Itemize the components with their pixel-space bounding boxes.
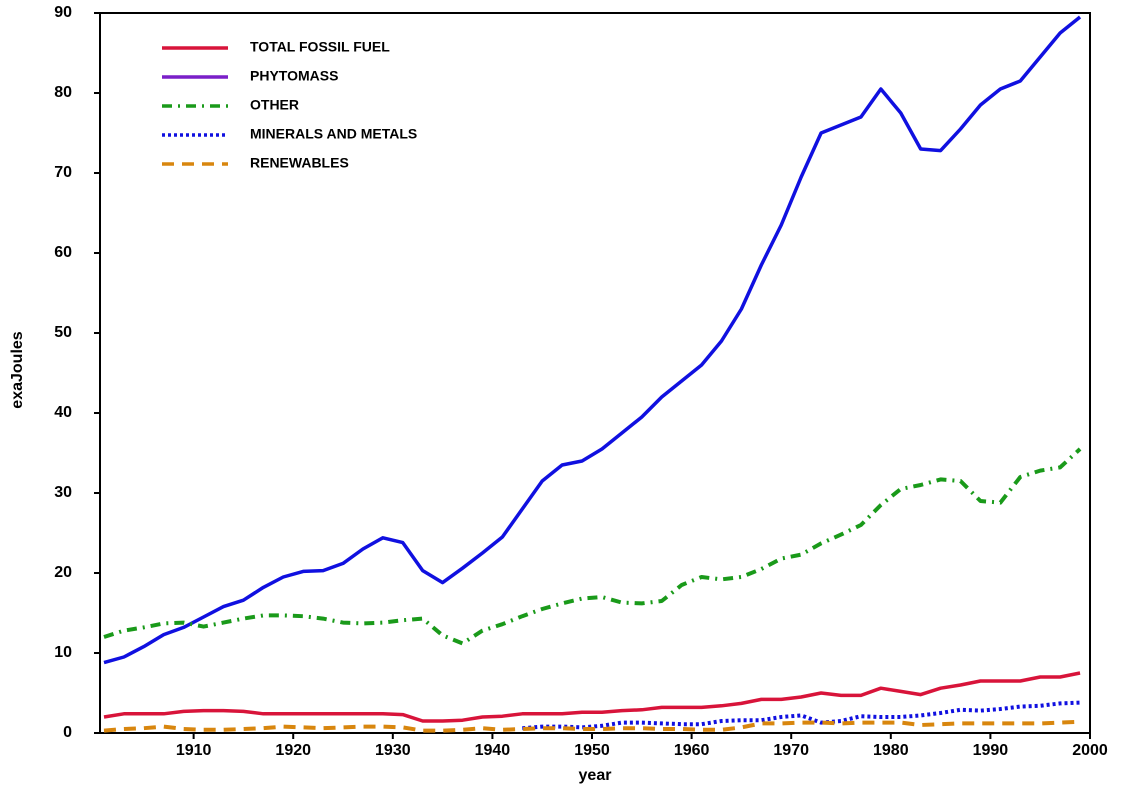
x-tick-label: 1970 [773, 742, 809, 759]
y-tick-label: 30 [54, 484, 72, 501]
y-tick-label: 90 [54, 4, 72, 21]
legend-label: RENEWABLES [250, 155, 349, 171]
x-tick-label: 1950 [574, 742, 610, 759]
y-tick-label: 40 [54, 404, 72, 421]
legend-label: MINERALS AND METALS [250, 126, 417, 142]
series-line [103, 447, 1082, 646]
y-tick-label: 60 [54, 244, 72, 261]
y-tick-label: 80 [54, 84, 72, 101]
series-line [103, 15, 1082, 665]
legend-label: TOTAL FOSSIL FUEL [250, 39, 390, 55]
legend-label: OTHER [250, 97, 299, 113]
series-line [103, 671, 1081, 723]
y-tick-label: 10 [54, 644, 72, 661]
y-tick-label: 50 [54, 324, 72, 341]
y-tick-label: 0 [63, 724, 72, 741]
x-tick-label: 1940 [475, 742, 511, 759]
y-axis-label: exaJoules [9, 331, 26, 408]
x-tick-label: 1930 [375, 742, 411, 759]
plot-frame [99, 12, 1091, 734]
x-tick-label: 2000 [1072, 742, 1108, 759]
x-tick-label: 1960 [674, 742, 710, 759]
x-tick-label: 1990 [973, 742, 1009, 759]
y-tick-label: 20 [54, 564, 72, 581]
x-tick-label: 1910 [176, 742, 212, 759]
x-axis-label: year [579, 767, 612, 784]
x-tick-label: 1920 [275, 742, 311, 759]
legend-label: PHYTOMASS [250, 68, 338, 84]
y-tick-label: 70 [54, 164, 72, 181]
x-tick-label: 1980 [873, 742, 909, 759]
series-line [103, 719, 1081, 733]
series-line [522, 700, 1081, 731]
